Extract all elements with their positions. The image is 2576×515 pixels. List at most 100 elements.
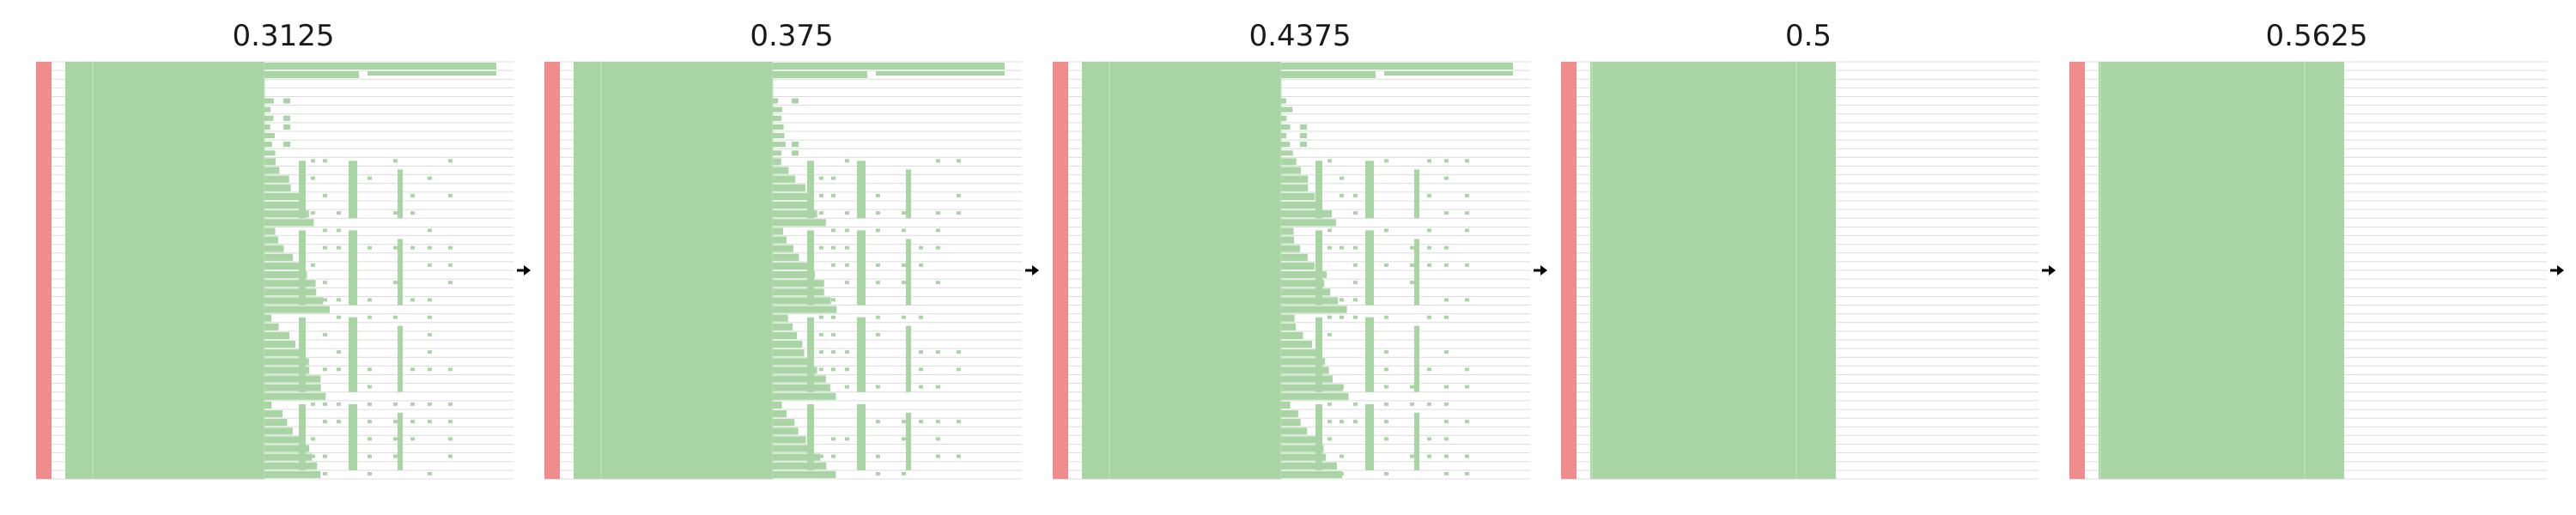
cell — [773, 133, 785, 139]
cell — [1300, 133, 1307, 139]
dot-marker — [1427, 159, 1431, 163]
stair-bar — [264, 462, 318, 470]
dot-marker — [1465, 454, 1469, 458]
dot-marker — [323, 420, 327, 424]
dot-marker — [831, 350, 835, 354]
dot-marker — [410, 211, 415, 215]
green-block — [574, 62, 773, 479]
dot-marker — [368, 385, 372, 389]
dot-marker — [1444, 437, 1449, 441]
dot-marker — [323, 193, 327, 197]
dot-marker — [393, 454, 398, 458]
green-block — [1082, 62, 1281, 479]
dot-marker — [1353, 315, 1358, 319]
stair-bar — [773, 253, 799, 261]
stair-bar — [773, 323, 793, 330]
dot-marker — [1327, 437, 1332, 441]
dot-marker — [368, 471, 372, 476]
dot-marker — [845, 437, 849, 441]
panel-title-5: 0.5625 — [2265, 19, 2368, 53]
dot-marker — [902, 437, 906, 441]
dot-marker — [1353, 263, 1358, 267]
stair-bar — [264, 349, 301, 357]
cell — [283, 142, 290, 148]
dot-marker — [902, 211, 906, 215]
dot-marker — [845, 228, 849, 233]
dot-marker — [1444, 385, 1449, 389]
dot-marker — [393, 159, 398, 163]
dot-marker — [1384, 228, 1388, 233]
red-column — [1561, 62, 1577, 479]
panel-title-1: 0.3125 — [232, 19, 335, 53]
vertical-stripe — [857, 403, 866, 470]
stair-bar — [773, 375, 826, 383]
dot-marker — [936, 211, 940, 215]
stair-bar — [264, 288, 317, 296]
stair-bar — [1281, 427, 1308, 435]
stair-bar — [1281, 453, 1326, 461]
dot-marker — [1410, 281, 1414, 285]
dot-marker — [323, 367, 327, 372]
vertical-stripe — [1315, 403, 1322, 470]
dot-marker — [1427, 367, 1431, 372]
stair-bar — [1281, 262, 1315, 270]
stair-bar — [264, 331, 290, 339]
dot-marker — [323, 454, 327, 458]
dot-marker — [1353, 193, 1358, 197]
stair-bar — [1281, 384, 1344, 391]
dot-marker — [936, 420, 940, 424]
dot-marker — [368, 437, 372, 441]
dot-marker — [323, 332, 327, 336]
dot-marker — [831, 454, 835, 458]
cell — [264, 142, 272, 148]
dot-marker — [1427, 263, 1431, 267]
stair-bar — [264, 410, 283, 418]
top-bar — [1281, 63, 1513, 70]
stair-bar — [264, 184, 291, 191]
stair-bar — [264, 210, 309, 218]
stair-bar — [773, 367, 817, 374]
stair-bar — [264, 192, 301, 200]
dot-marker — [902, 228, 906, 233]
stair-bar — [773, 175, 796, 183]
dot-marker — [393, 315, 398, 319]
dot-marker — [1353, 402, 1358, 406]
stair-bar — [264, 280, 316, 288]
vertical-stripe — [807, 230, 814, 306]
dot-marker — [428, 176, 432, 180]
stair-bar — [264, 253, 294, 261]
cell — [792, 150, 799, 156]
dot-marker — [957, 211, 961, 215]
stair-bar — [773, 392, 836, 400]
arrow-icon — [1032, 265, 1039, 276]
stair-bar — [264, 175, 289, 183]
dot-marker — [1384, 159, 1388, 163]
dot-marker — [831, 367, 835, 372]
dot-marker — [1465, 385, 1469, 389]
stair-bar — [264, 306, 330, 313]
stair-bar — [1281, 410, 1298, 418]
cell — [1281, 150, 1293, 156]
vertical-stripe — [906, 169, 911, 219]
dot-marker — [368, 315, 372, 319]
stair-bar — [1281, 392, 1349, 400]
vertical-stripe — [906, 325, 911, 392]
cell — [773, 124, 784, 130]
dot-marker — [1465, 159, 1469, 163]
dot-marker — [368, 420, 372, 424]
dot-marker — [876, 193, 880, 197]
vertical-stripe — [1315, 230, 1322, 306]
dot-marker — [1327, 159, 1332, 163]
dot-marker — [337, 367, 341, 372]
dot-marker — [1340, 420, 1344, 424]
stair-bar — [1281, 184, 1309, 191]
stair-bar — [1281, 202, 1321, 209]
cell — [264, 133, 275, 139]
stair-bar — [1281, 297, 1339, 305]
vertical-stripe — [1365, 230, 1374, 306]
stair-bar — [1281, 358, 1326, 366]
vertical-stripe — [349, 403, 357, 470]
arrow-icon — [1540, 265, 1547, 276]
dot-marker — [845, 263, 849, 267]
dot-marker — [337, 245, 341, 250]
